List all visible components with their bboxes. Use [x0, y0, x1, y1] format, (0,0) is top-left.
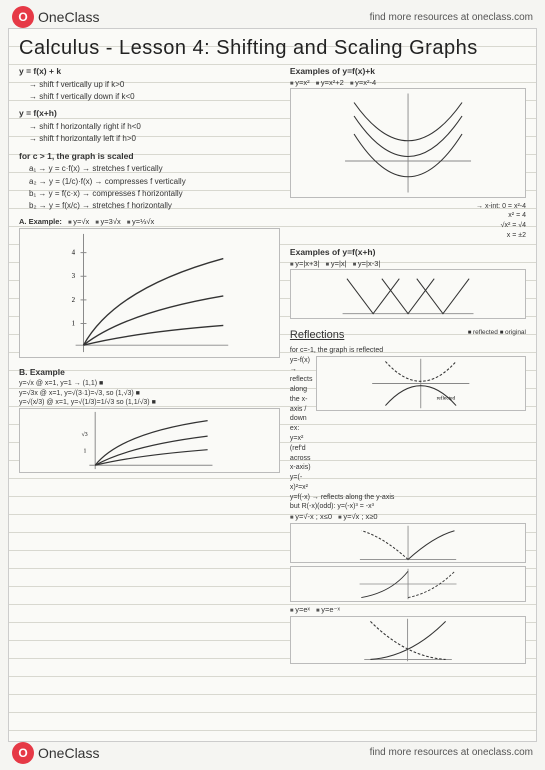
- rule-text: y=(-x)²=x²: [290, 473, 313, 493]
- left-column: y = f(x) + k → shift f vertically up if …: [19, 66, 280, 673]
- reflections-intro: for c=-1, the graph is reflected: [290, 346, 526, 356]
- rule-text: → shift f vertically down if k<0: [29, 91, 280, 102]
- brand-name: OneClass: [38, 745, 99, 761]
- rule-text: a₂ → y = (1/c)·f(x) → compresses f verti…: [29, 176, 280, 187]
- page-title: Calculus - Lesson 4: Shifting and Scalin…: [19, 37, 526, 60]
- svg-text:1: 1: [84, 449, 87, 455]
- reflections-section: Reflections reflected original for c=-1,…: [290, 328, 526, 667]
- scaling-rules: for c > 1, the graph is scaled a₁ → y = …: [19, 151, 280, 212]
- rule-text: → shift f vertically up if k>0: [29, 79, 280, 90]
- rule-text: y=f(-x) → reflects along the y-axis: [290, 493, 526, 503]
- hshift-header: y = f(x+h): [19, 108, 280, 120]
- workings-line: y=√(x/3) @ x=1, y=√(1/3)=1/√3 so (1,1/√3…: [19, 398, 280, 408]
- eq-label: y=|x-3|: [353, 259, 381, 270]
- scale-header: for c > 1, the graph is scaled: [19, 151, 280, 163]
- vshift-header: y = f(x) + k: [19, 66, 280, 78]
- workings-line: y=√3x @ x=1, y=√(3·1)=√3, so (1,√3) ■: [19, 389, 280, 399]
- legend-item: reflected: [468, 329, 498, 336]
- eq-label: y=√x ; x≥0: [338, 512, 378, 523]
- reflect-y-sqrt-graph: [290, 523, 526, 563]
- rule-text: a₁ → y = c·f(x) → stretches f vertically: [29, 163, 280, 174]
- brand-link-top[interactable]: find more resources at oneclass.com: [370, 12, 533, 23]
- rule-text: → shift f horizontally left if h>0: [29, 133, 280, 144]
- reflect-x-graph: reflected: [316, 356, 526, 411]
- brand-logo-icon: O: [12, 6, 34, 28]
- legend: reflected original: [468, 328, 526, 337]
- brand-name: OneClass: [38, 9, 99, 25]
- rule-text: y=-f(x) → reflects along the x-axis / do…: [290, 356, 313, 425]
- eq-label: y=⅓√x: [127, 217, 155, 228]
- right-column: Examples of y=f(x)+k y=x² y=x²+2 y=x²-4 …: [290, 66, 526, 673]
- legend-item: original: [500, 329, 526, 336]
- eq-label: y=x²: [290, 78, 310, 89]
- horizontal-shift-rules: y = f(x+h) → shift f horizontally right …: [19, 108, 280, 144]
- brand-watermark-top: O OneClass: [12, 6, 99, 28]
- eq-label: y=x²+2: [316, 78, 344, 89]
- parabola-graph: [290, 88, 526, 198]
- eq-label: y=|x|: [326, 259, 347, 270]
- rule-text: ex: y=x² (ref'd across x-axis): [290, 424, 313, 473]
- svg-text:reflected: reflected: [437, 394, 456, 401]
- notebook-page: Calculus - Lesson 4: Shifting and Scalin…: [8, 28, 537, 742]
- rule-text: but R(-x)(odd): y=(-x)³ = -x³: [290, 502, 526, 512]
- note-line: √x² = √4: [290, 221, 526, 231]
- note-line: x² = 4: [290, 211, 526, 221]
- hshift-ex-header: Examples of y=f(x+h): [290, 247, 526, 259]
- eq-label: y=e⁻ˣ: [316, 605, 340, 616]
- example-a-header: A. Example:: [19, 217, 62, 228]
- brand-watermark-bottom: O OneClass: [12, 742, 99, 764]
- brand-link-bottom[interactable]: find more resources at oneclass.com: [370, 747, 533, 758]
- exp-reflect-graph: [290, 616, 526, 664]
- example-b-graph: 1 √3: [19, 408, 280, 473]
- example-a-graph: 1 2 3 4: [19, 228, 280, 358]
- rule-text: → shift f horizontally right if h<0: [29, 121, 280, 132]
- example-b-header: B. Example: [19, 367, 280, 379]
- note-line: x = ±2: [290, 231, 526, 241]
- abs-value-graph: [290, 269, 526, 319]
- note-line: → x-int: 0 = x²-4: [290, 202, 526, 212]
- eq-label: y=eˣ: [290, 605, 310, 616]
- rule-text: b₂ → y = f(x/c) → stretches f horizontal…: [29, 200, 280, 211]
- eq-label: y=√-x ; x≤0: [290, 512, 332, 523]
- svg-text:2: 2: [72, 297, 76, 304]
- vshift-examples: Examples of y=f(x)+k y=x² y=x²+2 y=x²-4 …: [290, 66, 526, 241]
- svg-text:√3: √3: [82, 431, 88, 438]
- svg-text:3: 3: [72, 273, 76, 280]
- workings-line: y=√x @ x=1, y=1 → (1,1) ■: [19, 379, 280, 389]
- eq-label: y=√x: [68, 217, 89, 228]
- hshift-examples: Examples of y=f(x+h) y=|x+3| y=|x| y=|x-…: [290, 247, 526, 323]
- eq-label: y=3√x: [95, 217, 120, 228]
- svg-text:1: 1: [72, 320, 76, 327]
- vshift-ex-header: Examples of y=f(x)+k: [290, 66, 526, 78]
- example-a: A. Example: y=√x y=3√x y=⅓√x 1 2 3 4: [19, 217, 280, 361]
- brand-logo-icon: O: [12, 742, 34, 764]
- reflections-title: Reflections: [290, 329, 344, 341]
- svg-text:4: 4: [72, 249, 76, 256]
- eq-label: y=x²-4: [350, 78, 376, 89]
- reflect-pair-graph: [290, 566, 526, 602]
- vertical-shift-rules: y = f(x) + k → shift f vertically up if …: [19, 66, 280, 102]
- eq-label: y=|x+3|: [290, 259, 320, 270]
- example-b: B. Example y=√x @ x=1, y=1 → (1,1) ■ y=√…: [19, 367, 280, 476]
- rule-text: b₁ → y = f(c·x) → compresses f horizonta…: [29, 188, 280, 199]
